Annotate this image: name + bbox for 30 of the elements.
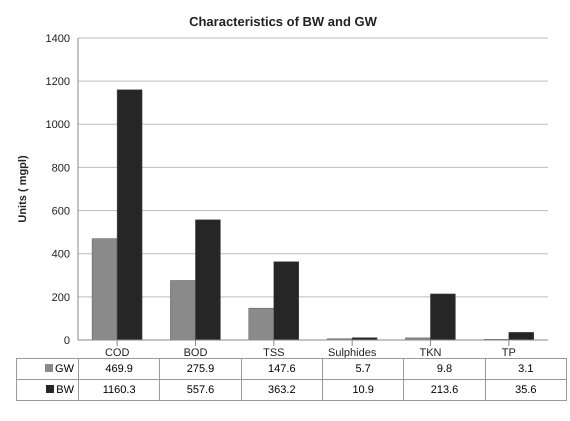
data-label: 3.1 (485, 358, 566, 380)
data-label: 147.6 (241, 358, 322, 380)
y-tick-label: 200 (52, 292, 70, 304)
data-label: 1160.3 (78, 380, 160, 400)
data-label: 213.6 (404, 380, 486, 400)
y-tick-label: 1000 (46, 119, 70, 132)
y-tick-label: 800 (52, 162, 70, 174)
y-tick-label: 600 (52, 205, 70, 218)
chart-title: Characteristics of BW and GW (189, 14, 378, 29)
x-tick-label: TKN (420, 346, 442, 359)
y-tick-label: 1200 (46, 76, 70, 88)
data-label: 10.9 (322, 380, 404, 400)
legend-label: BW (16, 380, 78, 400)
data-label: 557.6 (160, 380, 242, 400)
data-label: 275.9 (160, 358, 242, 380)
data-label: 469.9 (78, 358, 160, 380)
y-tick-label: 0 (64, 334, 70, 347)
data-label: 9.8 (404, 358, 486, 380)
y-axis-title: Units ( mgpl) (16, 155, 29, 223)
x-tick-label: BOD (184, 346, 208, 359)
data-label: 363.2 (241, 380, 322, 400)
data-label: 35.6 (485, 380, 566, 400)
x-tick-label: TP (502, 346, 516, 359)
data-label: 5.7 (322, 358, 404, 380)
x-tick-label: Sulphides (328, 346, 377, 359)
y-tick-label: 1400 (46, 32, 70, 45)
x-tick-label: TSS (263, 346, 285, 359)
legend-label: GW (16, 358, 78, 380)
x-tick-label: COD (104, 346, 130, 359)
y-tick-label: 400 (52, 248, 70, 261)
